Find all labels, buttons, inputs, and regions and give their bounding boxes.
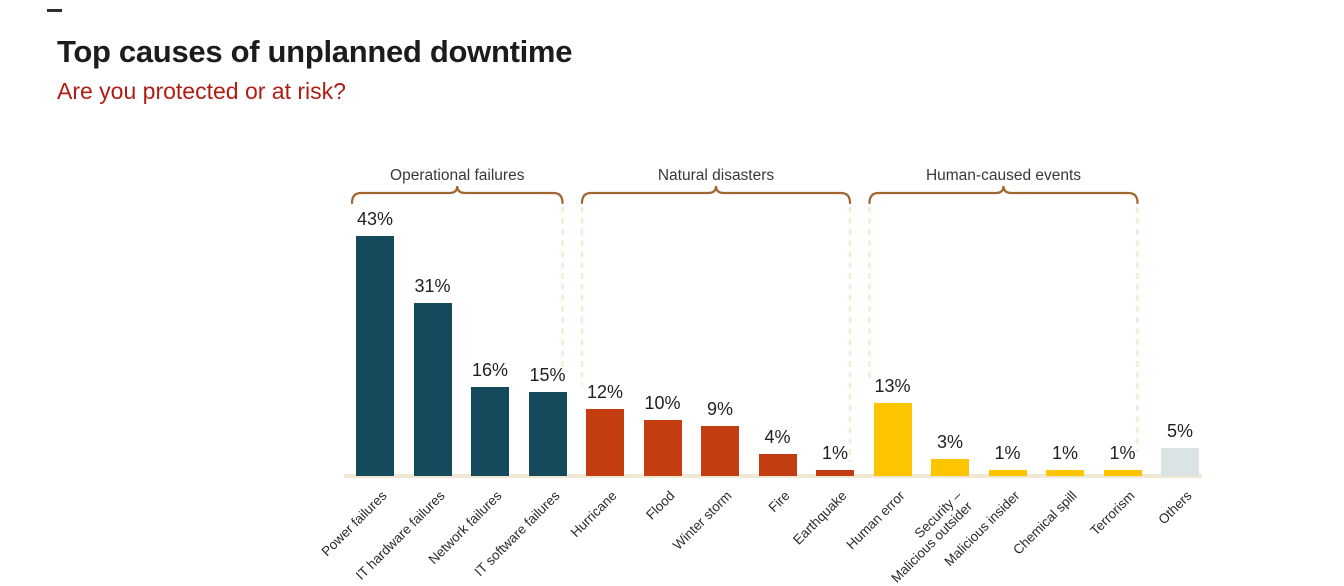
x-axis-line bbox=[344, 474, 1202, 478]
bar bbox=[701, 425, 739, 476]
bar-value-label: 15% bbox=[529, 365, 566, 386]
group-label: Human-caused events bbox=[925, 167, 1082, 184]
bar-value-label: 1% bbox=[994, 443, 1021, 464]
bar-value-label: 1% bbox=[821, 443, 849, 464]
bar bbox=[356, 236, 394, 476]
bar-value-label: 13% bbox=[874, 376, 911, 397]
bar bbox=[643, 420, 682, 476]
group-label: Natural disasters bbox=[657, 167, 775, 184]
bar-value-label: 5% bbox=[1166, 421, 1194, 442]
group-label: Operational failures bbox=[390, 167, 525, 184]
bar bbox=[528, 392, 567, 476]
bar bbox=[873, 403, 912, 476]
bar bbox=[758, 453, 797, 476]
bar bbox=[1046, 470, 1084, 476]
bar-value-label: 1% bbox=[1109, 443, 1136, 464]
group-bracket bbox=[580, 185, 852, 205]
bar-value-label: 31% bbox=[414, 276, 451, 297]
top-left-tick-mark bbox=[47, 9, 62, 12]
bar bbox=[988, 470, 1027, 476]
bar bbox=[1161, 448, 1199, 476]
bar-value-label: 16% bbox=[471, 359, 509, 380]
page-subtitle: Are you protected or at risk? bbox=[57, 78, 346, 104]
bar bbox=[413, 303, 452, 476]
bar-value-label: 12% bbox=[586, 382, 624, 403]
bar-value-label: 43% bbox=[356, 209, 394, 230]
bar bbox=[931, 459, 969, 476]
bar-value-label: 10% bbox=[644, 393, 681, 414]
bar-value-label: 1% bbox=[1051, 443, 1079, 464]
bar-value-label: 4% bbox=[764, 426, 791, 447]
group-bracket bbox=[868, 185, 1139, 205]
bar bbox=[586, 409, 624, 476]
page-title: Top causes of unplanned downtime bbox=[57, 34, 573, 69]
bar-value-label: 9% bbox=[706, 398, 734, 419]
bar bbox=[471, 386, 509, 476]
bar-value-label: 3% bbox=[936, 432, 964, 453]
group-bracket bbox=[350, 185, 564, 205]
bar bbox=[1103, 470, 1142, 476]
bar bbox=[816, 470, 854, 476]
